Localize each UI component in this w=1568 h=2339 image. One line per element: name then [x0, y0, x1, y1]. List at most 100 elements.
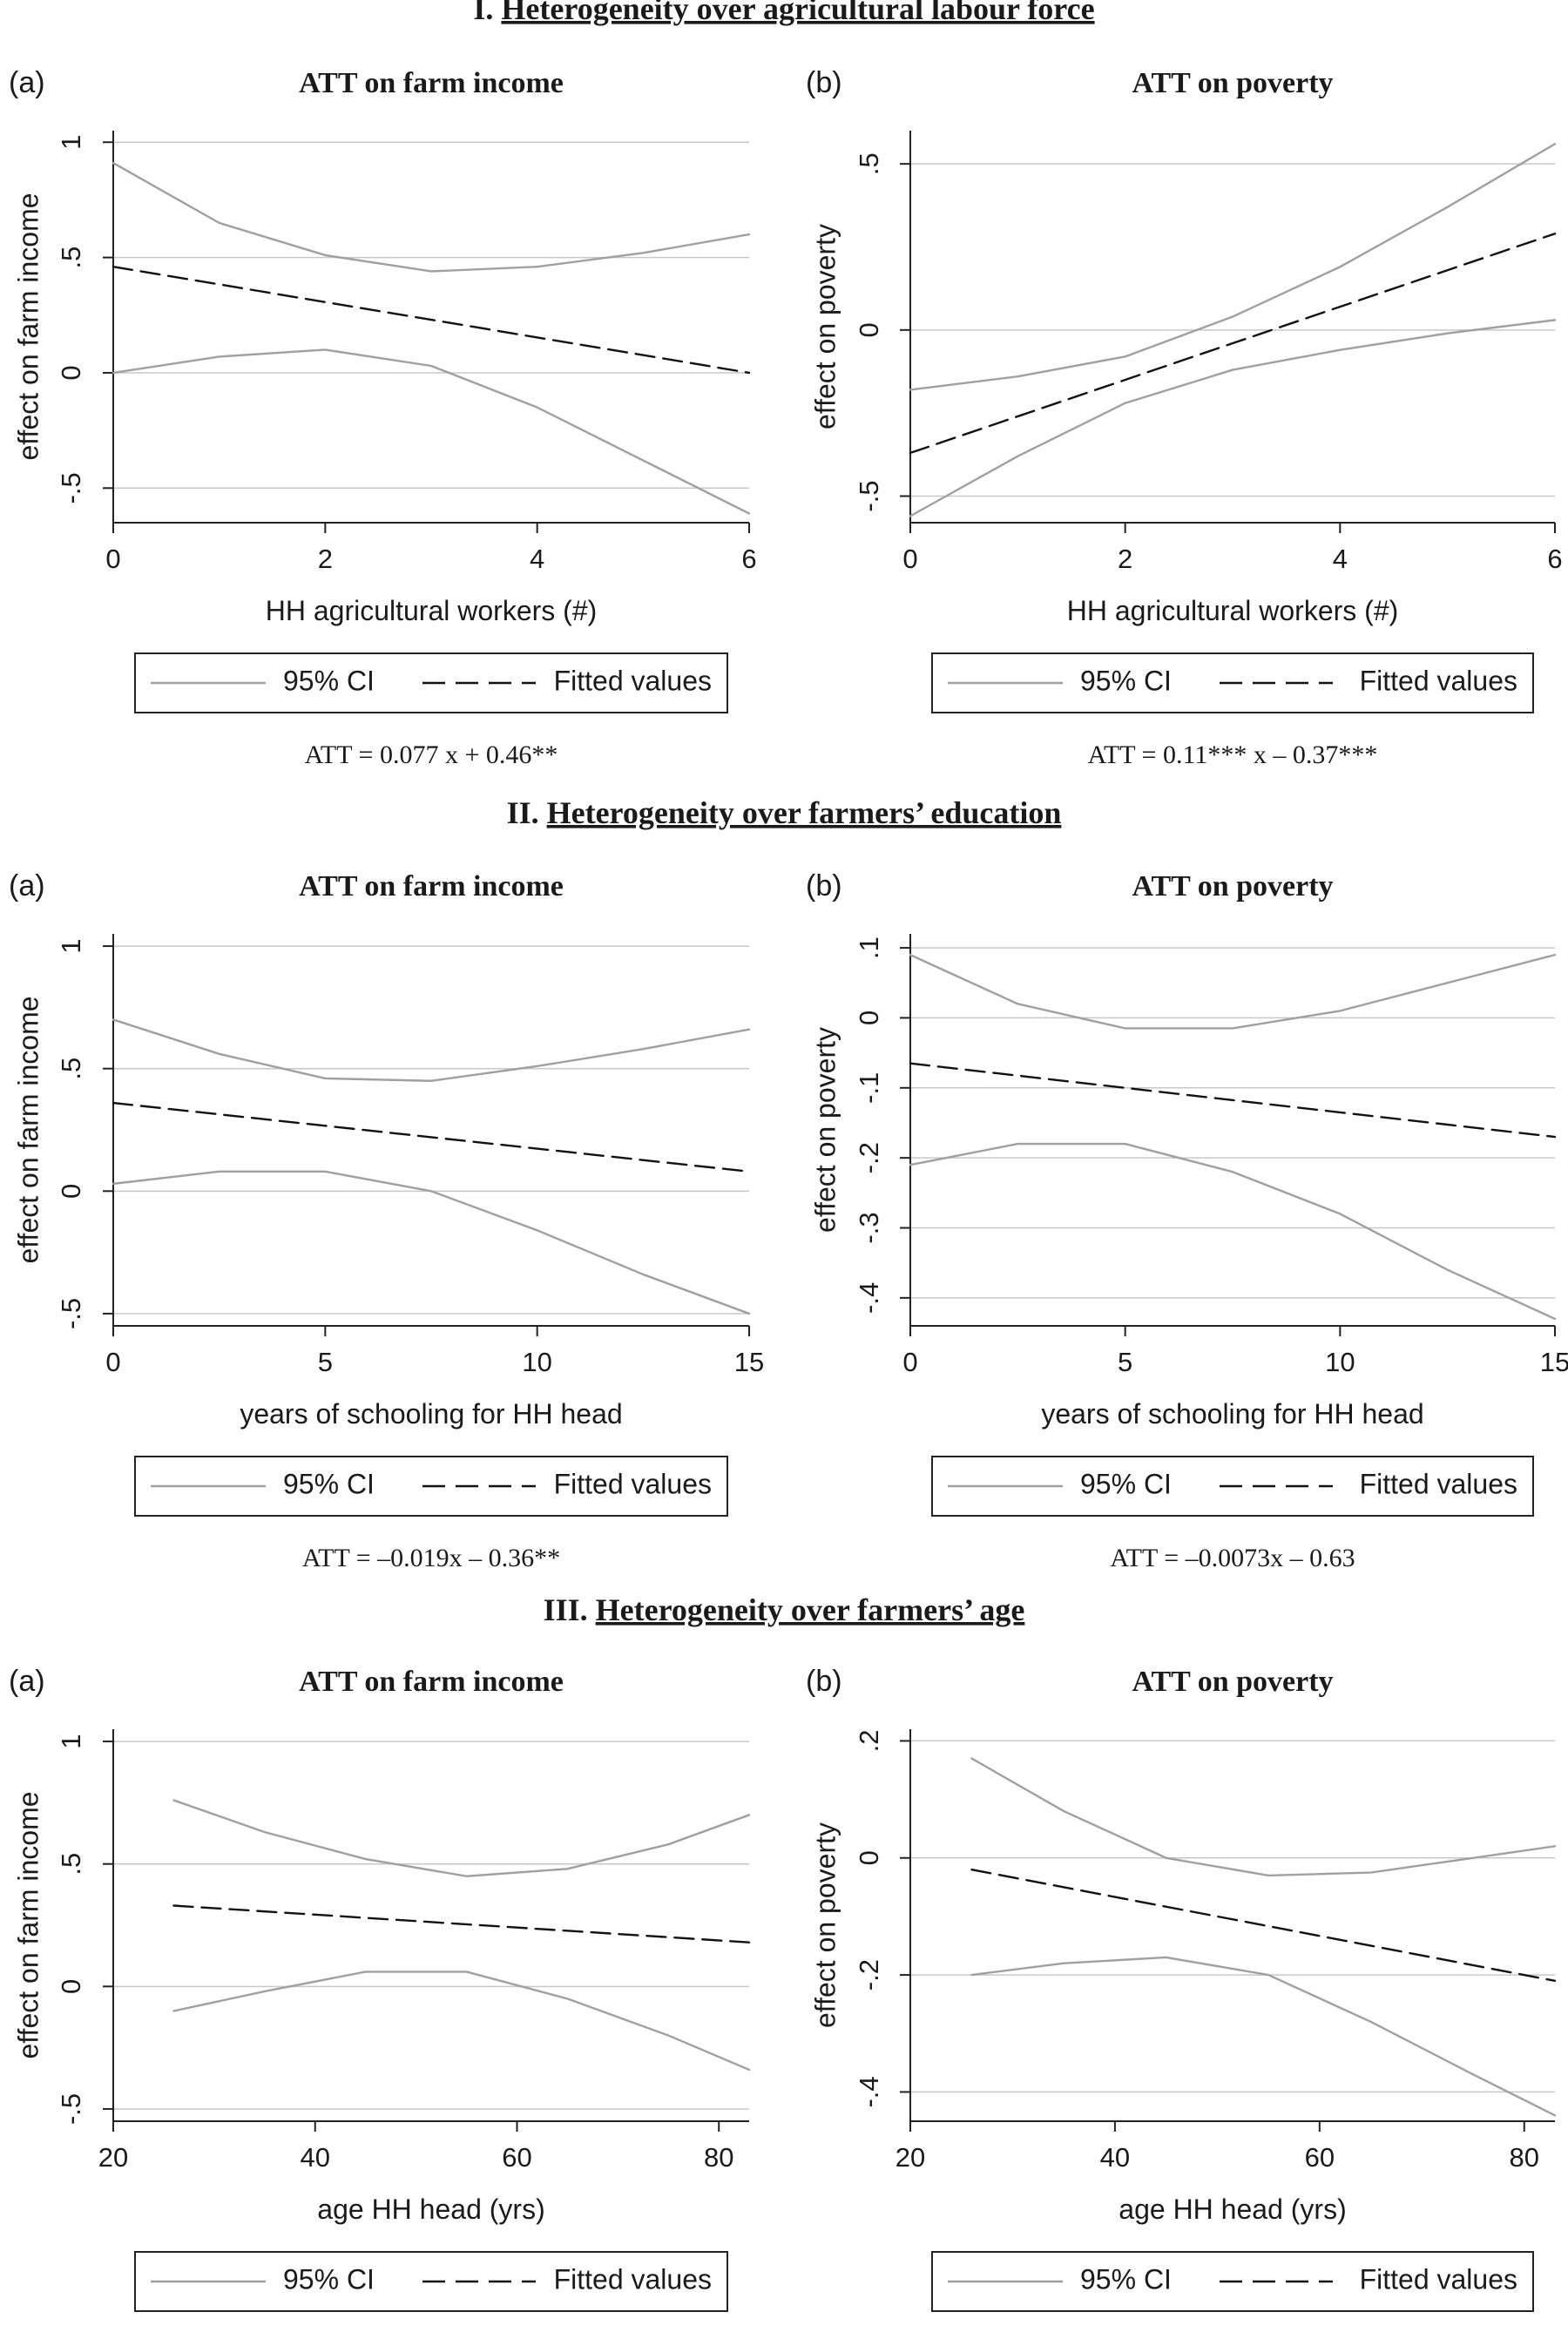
- x-axis-label: HH agricultural workers (#): [1067, 595, 1399, 626]
- y-tick-label: 0: [56, 365, 86, 380]
- y-tick-label: -.4: [854, 2076, 884, 2107]
- x-tick-label: 15: [734, 1347, 764, 1377]
- section-numeral: I.: [473, 0, 493, 26]
- x-tick-label: 0: [902, 1347, 917, 1377]
- y-tick-label: 1: [56, 938, 86, 953]
- legend: 95% CI Fitted values: [931, 2251, 1534, 2312]
- chart-panel: (a) ATT on farm income 1 .5 0 -.5 0 2 4 6 effect o…: [9, 66, 757, 769]
- section-gap: [588, 1592, 596, 1627]
- section-header: III. Heterogeneity over farmers’ age: [544, 1592, 1025, 1627]
- panel-letter: (b): [806, 1665, 842, 1698]
- x-tick-label: 20: [98, 2142, 128, 2173]
- x-tick-label: 10: [522, 1347, 551, 1377]
- y-axis-label: effect on poverty: [809, 1027, 841, 1233]
- chart-title: ATT on farm income: [299, 1666, 564, 1698]
- legend: 95% CI Fitted values: [931, 652, 1534, 713]
- fitted-line: [112, 265, 751, 375]
- panel-letter: (a): [9, 66, 45, 99]
- legend-ci-label: 95% CI: [1080, 2263, 1172, 2295]
- equation: ATT = 0.077 x + 0.46**: [305, 740, 558, 769]
- y-axis-label: effect on farm income: [12, 1791, 44, 2058]
- chart-title: ATT on poverty: [1132, 870, 1333, 902]
- y-tick-label: -.5: [56, 1298, 86, 1329]
- x-tick-label: 0: [105, 544, 120, 574]
- y-tick-label: -.3: [854, 1212, 884, 1243]
- y-tick-label: .5: [854, 152, 884, 175]
- legend-fit-label: Fitted values: [1360, 665, 1517, 696]
- legend-fit-label: Fitted values: [554, 1468, 712, 1499]
- ci-lower-line: [909, 1142, 1557, 1321]
- ci-upper-line: [909, 953, 1557, 1030]
- fitted-line: [970, 1868, 1557, 1983]
- y-tick-label: -.2: [854, 1959, 884, 1991]
- y-tick-label: .5: [56, 247, 86, 269]
- y-tick-label: 0: [854, 322, 884, 337]
- x-axis-label: years of schooling for HH head: [240, 1398, 622, 1430]
- chart-panel: (b) ATT on poverty .2 0 -.2 -.4 20 40 60 80 effect…: [806, 1665, 1557, 2312]
- chart-title: ATT on farm income: [299, 67, 564, 99]
- ci-upper-line: [970, 1757, 1557, 1877]
- x-tick-label: 0: [902, 544, 917, 574]
- fitted-line: [172, 1904, 751, 1944]
- x-tick-label: 20: [896, 2142, 925, 2173]
- legend-fit-label: Fitted values: [1360, 2263, 1517, 2295]
- fitted-line: [112, 1101, 751, 1173]
- x-tick-label: 60: [1305, 2142, 1335, 2173]
- x-tick-label: 4: [530, 544, 544, 574]
- ci-lower-line: [970, 1956, 1557, 2117]
- gridlines: [910, 163, 1555, 497]
- legend-ci-label: 95% CI: [283, 1468, 375, 1499]
- x-tick-label: 2: [318, 544, 333, 574]
- chart-panel: (a) ATT on farm income 1 .5 0 -.5 0 5 10 15 effect…: [9, 869, 764, 1572]
- y-tick-label: .1: [854, 936, 884, 959]
- y-tick-label: 0: [854, 1011, 884, 1025]
- y-tick-label: 0: [56, 1979, 86, 1994]
- y-tick-label: 0: [854, 1850, 884, 1865]
- section-text: Heterogeneity over farmers’ age: [596, 1592, 1025, 1627]
- x-tick-label: 40: [301, 2142, 330, 2173]
- x-tick-label: 40: [1100, 2142, 1130, 2173]
- legend-ci-label: 95% CI: [1080, 1468, 1172, 1499]
- section-title: III. Heterogeneity over farmers’ age: [544, 1592, 1025, 1627]
- ci-lower-line: [909, 319, 1557, 517]
- y-tick-label: -.5: [56, 472, 86, 504]
- y-axis-label: effect on farm income: [12, 996, 44, 1263]
- chart-panel: (b) ATT on poverty .1 0 -.1 -.2 -.3 -.4 0 5 10 15 ef…: [806, 869, 1568, 1572]
- ci-lower-line: [112, 348, 751, 515]
- section-title: II. Heterogeneity over farmers’ educatio…: [507, 795, 1062, 830]
- y-tick-label: -.5: [854, 480, 884, 511]
- legend-fit-label: Fitted values: [1360, 1468, 1517, 1499]
- x-tick-label: 80: [704, 2142, 733, 2173]
- x-tick-label: 5: [1118, 1347, 1132, 1377]
- y-axis-label: effect on farm income: [12, 193, 44, 460]
- section-numeral: III.: [544, 1592, 588, 1627]
- section-numeral: II.: [507, 795, 539, 830]
- gridlines: [113, 945, 749, 1315]
- legend-ci-label: 95% CI: [283, 665, 375, 696]
- x-axis-label: age HH head (yrs): [1119, 2194, 1346, 2225]
- legend: 95% CI Fitted values: [134, 652, 728, 713]
- ci-upper-line: [172, 1799, 751, 1877]
- x-tick-label: 15: [1540, 1347, 1568, 1377]
- section-gap: [493, 0, 501, 26]
- y-tick-label: -.4: [854, 1282, 884, 1314]
- x-tick-label: 2: [1118, 544, 1132, 574]
- x-tick-label: 5: [318, 1347, 333, 1377]
- panel-letter: (b): [806, 869, 842, 902]
- legend: 95% CI Fitted values: [931, 1456, 1534, 1517]
- panel-letter: (b): [806, 66, 842, 99]
- ci-lower-line: [172, 1971, 751, 2072]
- y-tick-label: -.5: [56, 2093, 86, 2125]
- ci-upper-line: [112, 1018, 751, 1082]
- legend: 95% CI Fitted values: [134, 2251, 728, 2312]
- y-axis-label: effect on poverty: [809, 1822, 841, 2028]
- x-tick-label: 0: [105, 1347, 120, 1377]
- panel-letter: (a): [9, 869, 45, 902]
- gridlines: [113, 1741, 749, 2110]
- x-tick-label: 10: [1325, 1347, 1355, 1377]
- ci-lower-line: [112, 1170, 751, 1315]
- y-tick-label: -.2: [854, 1142, 884, 1173]
- legend-fit-label: Fitted values: [554, 2263, 712, 2295]
- y-tick-label: .2: [854, 1730, 884, 1753]
- x-tick-label: 60: [502, 2142, 531, 2173]
